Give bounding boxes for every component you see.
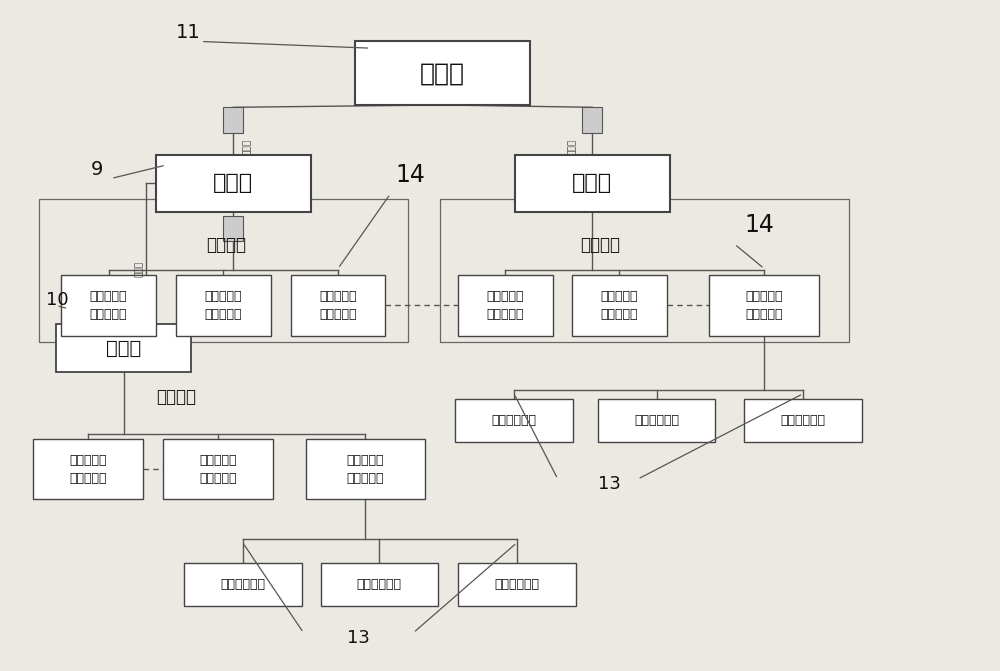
Text: 用电负载智
能管理终端: 用电负载智 能管理终端 <box>69 454 107 484</box>
FancyBboxPatch shape <box>598 399 715 442</box>
Text: 终端用电设备: 终端用电设备 <box>634 414 679 427</box>
FancyBboxPatch shape <box>291 275 385 336</box>
Text: 用电负载智
能管理终端: 用电负载智 能管理终端 <box>600 290 638 321</box>
Text: 终端用电设备: 终端用电设备 <box>357 578 402 591</box>
FancyBboxPatch shape <box>572 275 667 336</box>
Text: 终端用电设备: 终端用电设备 <box>781 414 826 427</box>
Text: 13: 13 <box>598 475 621 493</box>
Text: 集中器: 集中器 <box>213 174 253 193</box>
FancyBboxPatch shape <box>355 42 530 105</box>
Bar <box>440 199 849 342</box>
Text: 终端用电设备: 终端用电设备 <box>491 414 536 427</box>
FancyBboxPatch shape <box>163 439 273 499</box>
Text: 服务器: 服务器 <box>420 61 465 85</box>
Bar <box>223 107 243 133</box>
Text: 9: 9 <box>91 160 104 179</box>
FancyBboxPatch shape <box>709 275 819 336</box>
FancyBboxPatch shape <box>33 439 143 499</box>
Text: 14: 14 <box>744 213 774 237</box>
Text: 用电负载智
能管理终端: 用电负载智 能管理终端 <box>319 290 357 321</box>
FancyBboxPatch shape <box>306 439 425 499</box>
Text: 用电负载智
能管理终端: 用电负载智 能管理终端 <box>199 454 237 484</box>
Text: 终端用电设备: 终端用电设备 <box>220 578 265 591</box>
Text: 以太网: 以太网 <box>243 139 252 155</box>
FancyBboxPatch shape <box>458 563 576 606</box>
Text: 用电负载智
能管理终端: 用电负载智 能管理终端 <box>90 290 127 321</box>
FancyBboxPatch shape <box>176 275 271 336</box>
Text: 通讯网络: 通讯网络 <box>206 236 246 254</box>
Bar <box>223 216 243 242</box>
Text: 用电负载智
能管理终端: 用电负载智 能管理终端 <box>347 454 384 484</box>
FancyBboxPatch shape <box>744 399 862 442</box>
Text: 集中器: 集中器 <box>106 339 141 358</box>
Text: 用电负载智
能管理终端: 用电负载智 能管理终端 <box>487 290 524 321</box>
Text: 10: 10 <box>46 291 69 309</box>
Text: 终端用电设备: 终端用电设备 <box>494 578 539 591</box>
Text: 以太网: 以太网 <box>568 139 577 155</box>
Text: 通讯网络: 通讯网络 <box>580 236 620 254</box>
FancyBboxPatch shape <box>320 563 438 606</box>
Text: 集中器: 集中器 <box>572 174 612 193</box>
Text: 用电负载智
能管理终端: 用电负载智 能管理终端 <box>205 290 242 321</box>
Text: 11: 11 <box>176 23 201 42</box>
FancyBboxPatch shape <box>455 399 573 442</box>
Text: 14: 14 <box>395 163 425 187</box>
Bar <box>582 107 602 133</box>
Text: 13: 13 <box>347 629 370 647</box>
Text: 用电负载智
能管理终端: 用电负载智 能管理终端 <box>746 290 783 321</box>
FancyBboxPatch shape <box>56 324 191 372</box>
Text: 以太网: 以太网 <box>135 260 144 276</box>
FancyBboxPatch shape <box>184 563 302 606</box>
FancyBboxPatch shape <box>61 275 156 336</box>
FancyBboxPatch shape <box>515 155 670 212</box>
Bar <box>39 199 408 342</box>
FancyBboxPatch shape <box>156 155 311 212</box>
FancyBboxPatch shape <box>458 275 553 336</box>
Text: 通讯网络: 通讯网络 <box>156 389 196 407</box>
